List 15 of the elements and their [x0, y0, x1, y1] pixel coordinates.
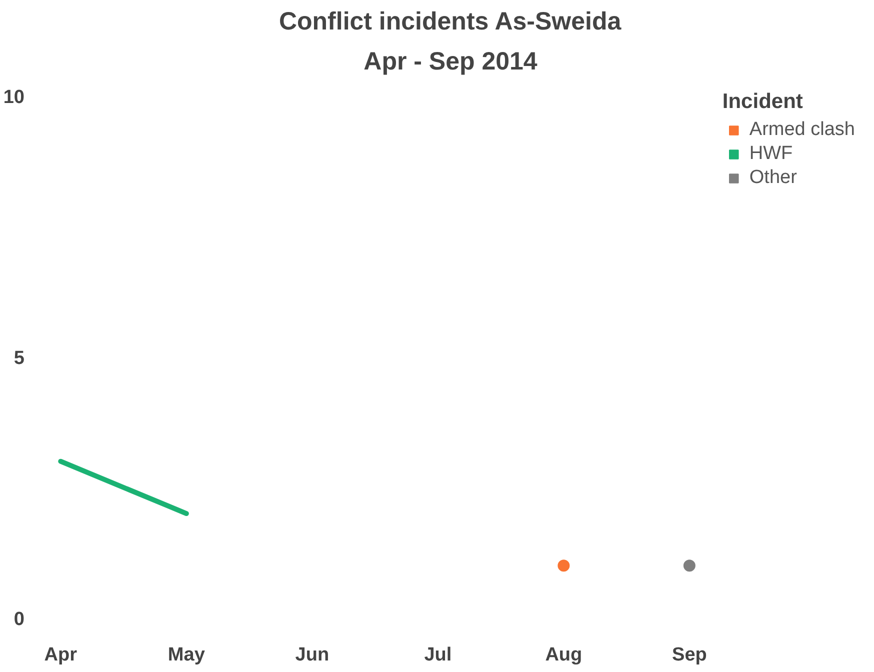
legend-label: Armed clash — [749, 119, 855, 141]
y-tick-label: 0 — [14, 608, 25, 630]
x-tick-label: Jun — [295, 644, 330, 666]
x-tick-label: Jul — [424, 644, 452, 666]
x-tick-label: Sep — [672, 644, 707, 666]
chart-title: Conflict incidents As-Sweida — [278, 8, 622, 36]
x-tick-label: Aug — [545, 644, 582, 666]
chart-subtitle: Apr - Sep 2014 — [364, 48, 538, 76]
y-tick-label: 5 — [14, 348, 25, 369]
y-tick-label: 10 — [3, 87, 25, 108]
legend-label: Other — [749, 167, 797, 189]
x-tick-label: Apr — [44, 644, 78, 666]
legend-label: HWF — [749, 143, 793, 165]
legend-title: Incident — [722, 90, 804, 114]
x-tick-label: May — [168, 644, 206, 666]
